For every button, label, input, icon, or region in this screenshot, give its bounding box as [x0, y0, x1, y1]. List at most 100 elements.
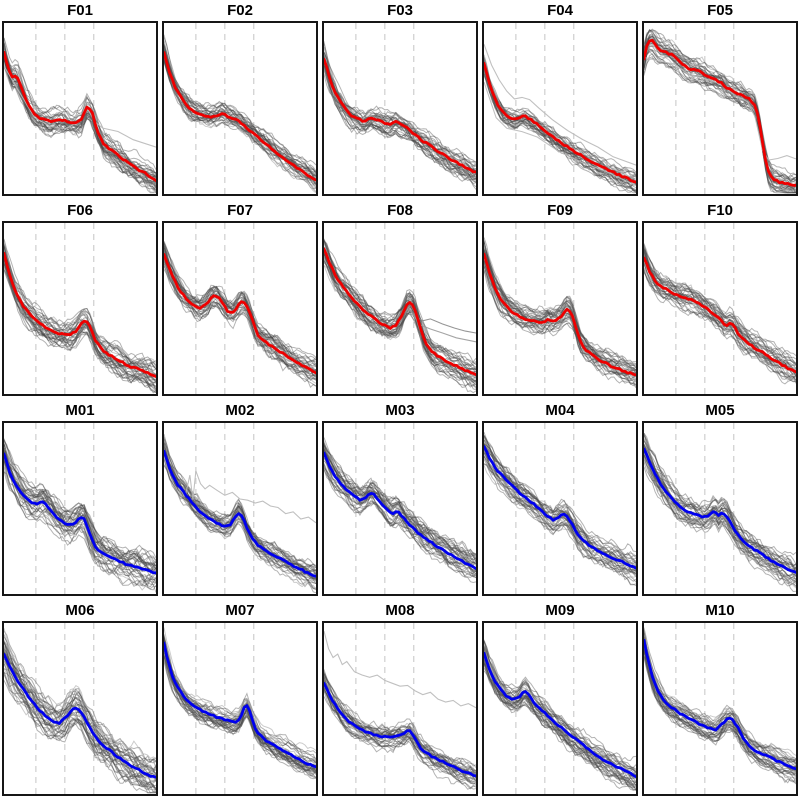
ensemble-trace: [4, 668, 156, 791]
ensemble-trace: [324, 252, 476, 381]
ensemble-trace: [484, 260, 636, 370]
ensemble-trace: [324, 242, 476, 366]
ensemble-trace: [4, 43, 156, 178]
ensemble-trace: [324, 464, 476, 576]
panel-title: M08: [385, 602, 415, 619]
ensemble-trace: [324, 690, 476, 790]
spectrum-panel-F07: [162, 221, 318, 396]
ensemble-trace: [644, 648, 796, 783]
ensemble-trace: [324, 66, 476, 184]
ensemble-trace: [164, 247, 316, 370]
ensemble-trace: [644, 34, 796, 194]
ensemble-trace: [4, 671, 156, 788]
panel-title: M03: [385, 402, 415, 419]
ensemble-trace: [484, 69, 636, 193]
ensemble-trace: [164, 45, 316, 177]
ensemble-trace: [644, 48, 796, 189]
ensemble-trace: [644, 648, 796, 785]
ensemble-trace: [324, 446, 476, 562]
ensemble-trace: [484, 248, 636, 376]
ensemble-trace: [164, 49, 316, 177]
spectrum-panel-F09: [482, 221, 638, 396]
ensemble-trace: [484, 647, 636, 770]
ensemble-trace: [164, 657, 316, 773]
ensemble-trace: [484, 62, 636, 176]
ensemble-trace: [484, 453, 636, 565]
spectrum-plot: [4, 223, 156, 394]
ensemble-trace: [164, 459, 316, 591]
ensemble-trace: [164, 251, 316, 380]
spectrum-plot: [644, 623, 796, 794]
ensemble-trace: [484, 668, 636, 786]
panel-cell-M10: M10: [640, 600, 800, 800]
spectrum-panel-M07: [162, 621, 318, 796]
ensemble-trace: [644, 271, 796, 382]
ensemble-trace: [484, 241, 636, 378]
ensemble-trace: [324, 239, 476, 370]
ensemble-trace: [484, 240, 636, 368]
ensemble-trace: [644, 642, 796, 772]
panel-title: M01: [65, 402, 95, 419]
ensemble-trace: [4, 263, 156, 388]
ensemble-trace: [644, 29, 796, 181]
ensemble-trace: [484, 658, 636, 777]
ensemble-trace: [4, 639, 156, 760]
spectrum-panel-F08: [322, 221, 478, 396]
ensemble-trace: [644, 247, 796, 365]
ensemble-trace: [4, 460, 156, 569]
ensemble-trace: [164, 627, 316, 766]
ensemble-trace: [4, 460, 156, 586]
ensemble-trace: [4, 257, 156, 394]
ensemble-trace: [484, 639, 636, 780]
ensemble-trace: [164, 247, 316, 358]
ensemble-trace: [644, 29, 796, 182]
ensemble-trace: [644, 30, 796, 183]
ensemble-trace: [324, 250, 476, 371]
spectrum-plot: [4, 23, 156, 194]
ensemble-trace: [324, 58, 476, 164]
ensemble-trace: [324, 447, 476, 573]
ensemble-trace: [484, 72, 636, 194]
ensemble-trace: [164, 240, 316, 371]
ensemble-trace: [644, 37, 796, 180]
ensemble-trace: [164, 636, 316, 776]
ensemble-trace: [164, 650, 316, 768]
ensemble-trace: [484, 646, 636, 769]
ensemble-trace: [324, 679, 476, 772]
ensemble-trace: [4, 455, 156, 573]
spectrum-panel-F10: [642, 221, 798, 396]
ensemble-trace: [164, 256, 316, 383]
ensemble-trace: [324, 680, 476, 785]
ensemble-trace: [324, 468, 476, 577]
ensemble-trace: [644, 451, 796, 586]
panel-title: M02: [225, 402, 255, 419]
ensemble-trace: [4, 254, 156, 369]
ensemble-trace: [484, 249, 636, 366]
outlier-trace: [644, 56, 796, 161]
spectrum-plot: [644, 223, 796, 394]
ensemble-trace: [644, 269, 796, 379]
spectrum-plot: [324, 223, 476, 394]
ensemble-trace: [484, 663, 636, 785]
ensemble-trace: [4, 464, 156, 591]
ensemble-trace: [164, 45, 316, 173]
panel-cell-M04: M04: [480, 400, 640, 600]
ensemble-trace: [484, 251, 636, 366]
ensemble-trace: [484, 656, 636, 786]
ensemble-trace: [324, 252, 476, 389]
ensemble-trace: [324, 691, 476, 782]
ensemble-trace: [324, 696, 476, 779]
ensemble-trace: [4, 246, 156, 368]
ensemble-trace: [324, 685, 476, 772]
outlier-trace: [324, 630, 476, 709]
ensemble-trace: [324, 70, 476, 182]
spectrum-plot: [484, 623, 636, 794]
spectrum-panel-F03: [322, 21, 478, 196]
ensemble-trace: [484, 243, 636, 363]
ensemble-trace: [484, 61, 636, 194]
ensemble-trace: [484, 269, 636, 387]
ensemble-trace: [324, 442, 476, 561]
ensemble-trace: [4, 663, 156, 794]
ensemble-trace: [4, 466, 156, 583]
ensemble-trace: [484, 243, 636, 371]
